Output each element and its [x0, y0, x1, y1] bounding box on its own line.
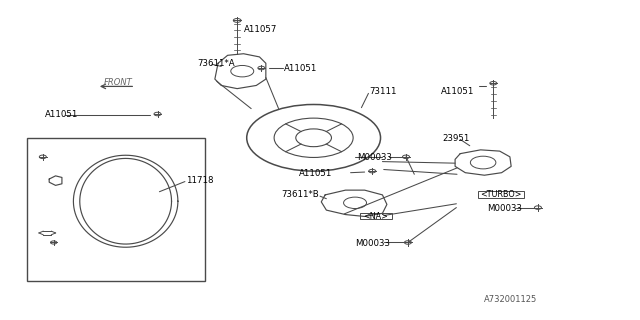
Text: <NA>: <NA> [364, 212, 388, 221]
Text: 73611*A: 73611*A [198, 59, 236, 68]
Text: 23951: 23951 [442, 134, 470, 143]
Text: <TURBO>: <TURBO> [481, 190, 522, 199]
Text: 11718: 11718 [186, 176, 214, 185]
Text: M00033: M00033 [357, 153, 392, 162]
Text: A11051: A11051 [441, 87, 474, 96]
Text: M00033: M00033 [355, 239, 390, 248]
Text: A11057: A11057 [244, 25, 277, 34]
Bar [360, 213, 392, 219]
Text: A11051: A11051 [284, 63, 317, 73]
Text: M00033: M00033 [487, 204, 522, 213]
Text: 73111: 73111 [370, 87, 397, 96]
Text: FRONT: FRONT [103, 78, 132, 87]
Bar [27, 138, 205, 281]
Text: A11051: A11051 [300, 169, 333, 178]
Text: A11051: A11051 [45, 110, 78, 119]
Bar [478, 191, 524, 198]
Text: 73611*B: 73611*B [281, 190, 319, 199]
Text: A732001125: A732001125 [484, 295, 538, 304]
